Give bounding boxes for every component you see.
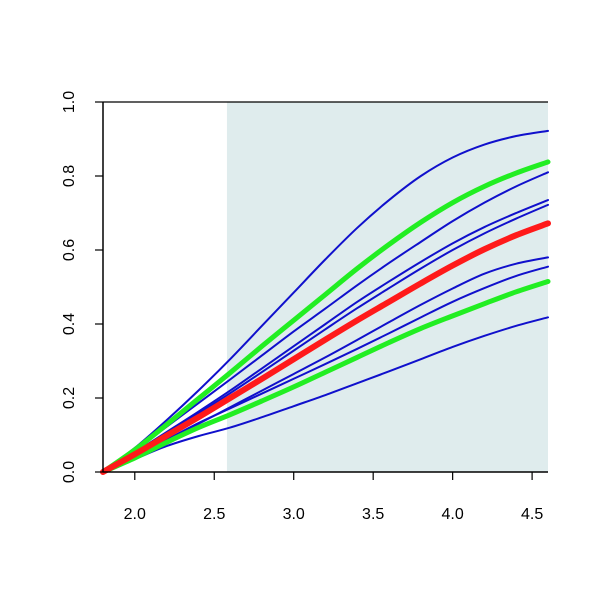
x-tick-label: 3.0 xyxy=(283,506,305,523)
shaded-region xyxy=(226,102,548,472)
series-line-10 xyxy=(100,220,551,475)
x-tick-label: 3.5 xyxy=(362,506,384,523)
series-layer xyxy=(100,129,551,475)
series-line-8 xyxy=(100,159,551,475)
series-line-7 xyxy=(102,316,549,473)
x-tick-label: 4.5 xyxy=(521,506,543,523)
series-line-9 xyxy=(100,278,551,475)
y-tick-label: 0.6 xyxy=(61,239,78,261)
series-line-6 xyxy=(102,265,549,473)
x-tick-label: 2.0 xyxy=(124,506,146,523)
y-tick-label: 1.0 xyxy=(61,91,78,113)
x-tick-label: 2.5 xyxy=(203,506,225,523)
series-line-1 xyxy=(102,129,549,473)
y-tick-label: 0.0 xyxy=(61,461,78,483)
series-line-3 xyxy=(102,199,549,473)
y-tick-label: 0.4 xyxy=(61,313,78,335)
axes-layer: 2.0 2.5 3.0 3.5 4.0 4.5 0.0 0.2 0.4 0.6 0.8 1.0 xyxy=(61,91,548,523)
y-tick-label: 0.8 xyxy=(61,165,78,187)
shaded-region-layer xyxy=(226,102,548,472)
y-tick-label: 0.2 xyxy=(61,387,78,409)
x-tick-label: 4.0 xyxy=(442,506,464,523)
